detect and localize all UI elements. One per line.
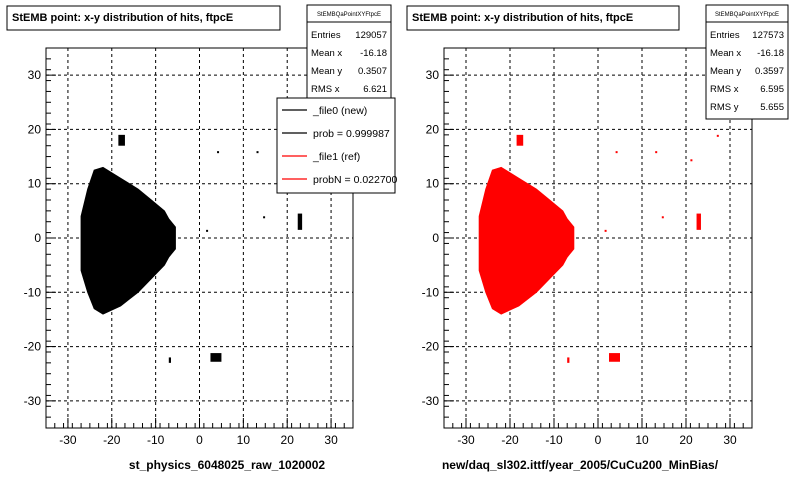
hit-point xyxy=(655,151,658,154)
y-tick-label: 0 xyxy=(34,231,41,245)
chart-panel-2: StEMB point: x-y distribution of hits, f… xyxy=(406,4,789,472)
x-tick-label: -30 xyxy=(457,433,475,447)
stats-value: 127573 xyxy=(752,30,784,41)
hit-cluster-main xyxy=(478,166,575,315)
hit-cluster-main xyxy=(80,166,176,315)
y-tick-label: -30 xyxy=(422,394,440,408)
x-tick-label: -30 xyxy=(59,433,77,447)
y-tick-label: -10 xyxy=(24,285,42,299)
x-tick-label: 20 xyxy=(679,433,693,447)
hit-point xyxy=(661,216,664,219)
x-tick-label: -20 xyxy=(103,433,121,447)
stats-value: -16.18 xyxy=(757,48,784,59)
y-tick-label: -30 xyxy=(24,394,42,408)
legend-entry: prob = 0.999987 xyxy=(313,128,390,140)
x-tick-label: 30 xyxy=(324,433,338,447)
hit-point xyxy=(217,151,220,154)
stats-label: RMS y xyxy=(710,102,739,113)
y-tick-label: -20 xyxy=(24,340,42,354)
title-box xyxy=(6,5,281,31)
stats-label: Mean x xyxy=(311,48,342,59)
x-tick-label: -20 xyxy=(501,433,519,447)
stats-value: 6.621 xyxy=(363,84,387,95)
hit-cluster xyxy=(210,353,222,362)
stats-value: 0.3507 xyxy=(358,66,387,77)
stats-value: 0.3597 xyxy=(755,66,784,77)
chart-title: StEMB point: x-y distribution of hits, f… xyxy=(12,12,233,24)
stats-name: StEMBQaPointXYFtpcE xyxy=(715,12,779,18)
y-tick-label: -20 xyxy=(422,340,440,354)
hit-point xyxy=(690,159,693,162)
stats-label: Entries xyxy=(710,30,740,41)
legend-entry: _file1 (ref) xyxy=(312,151,360,163)
stats-box xyxy=(705,4,789,120)
x-axis-label: new/daq_sl302.ittf/year_2005/CuCu200_Min… xyxy=(442,458,719,472)
x-tick-label: 10 xyxy=(635,433,649,447)
x-tick-label: 0 xyxy=(595,433,602,447)
title-box xyxy=(406,5,680,31)
hit-point xyxy=(615,151,618,154)
stats-label: Mean x xyxy=(710,48,741,59)
y-tick-label: 0 xyxy=(432,231,439,245)
legend-entry: probN = 0.022700 xyxy=(313,174,398,186)
chart-panel-1: StEMB point: x-y distribution of hits, f… xyxy=(6,4,398,472)
y-tick-label: 10 xyxy=(426,177,440,191)
x-tick-label: 10 xyxy=(237,433,251,447)
y-tick-label: 30 xyxy=(28,68,42,82)
stats-value: 6.595 xyxy=(760,84,784,95)
stats-value: 129057 xyxy=(355,30,387,41)
x-tick-label: 20 xyxy=(281,433,295,447)
x-tick-label: 30 xyxy=(723,433,737,447)
y-tick-label: -10 xyxy=(422,285,440,299)
hit-cluster xyxy=(567,357,570,363)
x-axis-label: st_physics_6048025_raw_1020002 xyxy=(129,458,325,472)
stats-label: Entries xyxy=(311,30,341,41)
stats-value: -16.18 xyxy=(360,48,387,59)
y-tick-label: 20 xyxy=(426,122,440,136)
hit-point xyxy=(604,229,607,232)
hit-cluster xyxy=(118,134,125,146)
x-tick-label: 0 xyxy=(196,433,203,447)
hit-point xyxy=(206,229,209,232)
stats-name: StEMBQaPointXYFtpcE xyxy=(317,12,381,18)
x-tick-label: -10 xyxy=(545,433,563,447)
stats-label: RMS x xyxy=(311,84,340,95)
hit-point xyxy=(263,216,266,219)
legend-entry: _file0 (new) xyxy=(312,105,367,117)
y-tick-label: 10 xyxy=(28,177,42,191)
stats-label: Mean y xyxy=(311,66,342,77)
stats-label: Mean y xyxy=(710,66,741,77)
chart-title: StEMB point: x-y distribution of hits, f… xyxy=(412,12,633,24)
legend-box xyxy=(276,97,396,194)
hit-cluster xyxy=(696,213,701,230)
stats-value: 5.655 xyxy=(760,102,784,113)
hit-cluster xyxy=(297,213,303,230)
stats-box xyxy=(306,4,392,102)
hit-cluster xyxy=(609,353,620,362)
hit-cluster xyxy=(516,134,524,146)
x-tick-label: -10 xyxy=(147,433,165,447)
hit-cluster xyxy=(168,357,171,363)
hit-point xyxy=(716,134,719,137)
hit-point xyxy=(256,151,259,154)
stats-label: RMS x xyxy=(710,84,739,95)
y-tick-label: 20 xyxy=(28,122,42,136)
y-tick-label: 30 xyxy=(426,68,440,82)
